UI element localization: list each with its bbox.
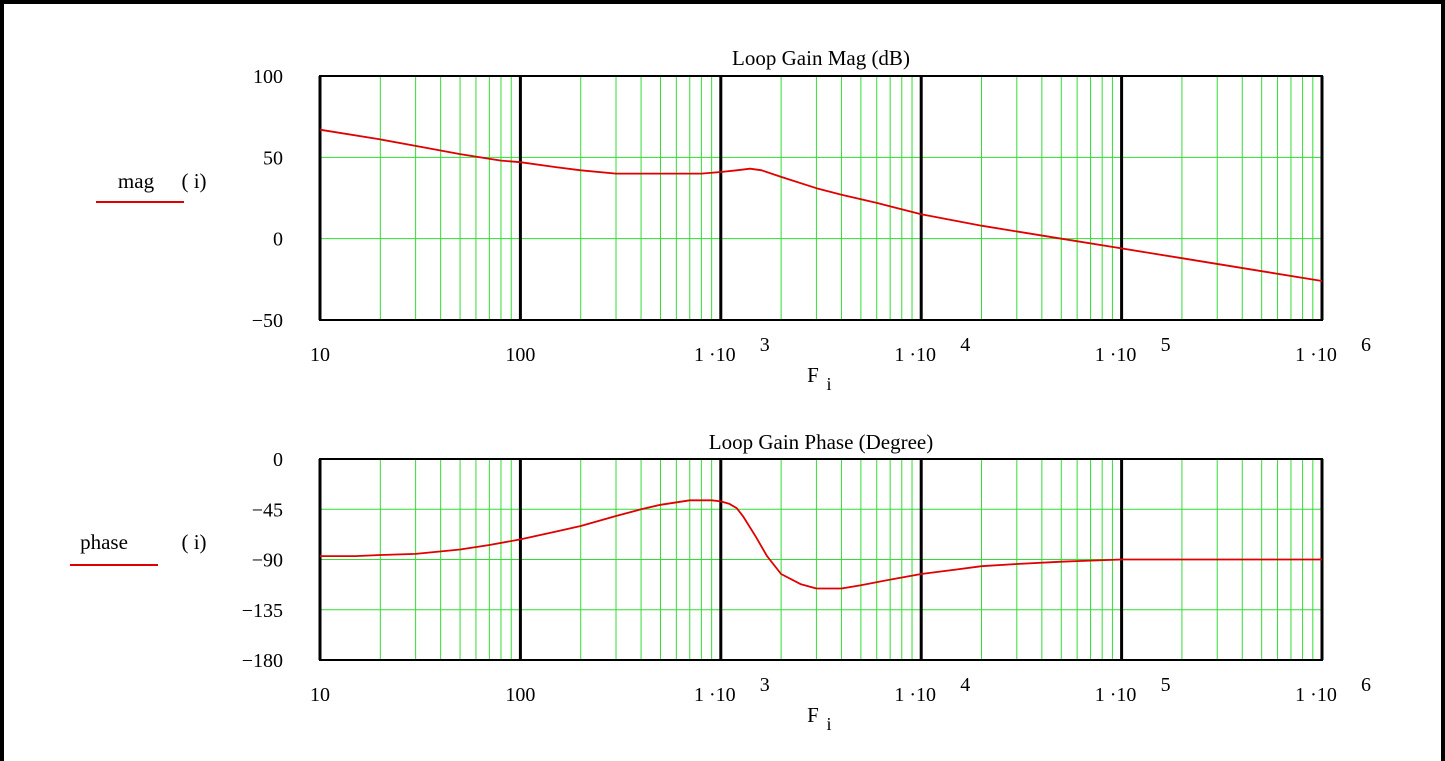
- phase-y-tick-label: 0: [273, 449, 283, 471]
- mag-x-tick-label: 100: [505, 344, 535, 366]
- mag-x-tick-label: 1 ·10: [1095, 344, 1137, 366]
- phase-x-tick-label: 1 ·10: [1295, 684, 1337, 706]
- phase-x-tick-label: 10: [310, 684, 330, 706]
- mag-x-tick-label: 1 ·10: [694, 344, 736, 366]
- mag-y-tick-label: 100: [253, 66, 283, 88]
- mag-x-tick-exponent: 6: [1361, 334, 1371, 356]
- phase-x-tick-label: 1 ·10: [894, 684, 936, 706]
- phase-y-tick-label: −45: [252, 499, 283, 521]
- mag-x-tick-label: 1 ·10: [1295, 344, 1337, 366]
- phase-x-tick-label: 1 ·10: [1095, 684, 1137, 706]
- phase-x-axis-subscript: i: [826, 714, 831, 734]
- mag-plot-frame: [319, 75, 1323, 321]
- phase-x-tick-label: 100: [505, 684, 535, 706]
- mag-y-axis-arg: ( i): [181, 169, 206, 193]
- phase-x-tick-label: 1 ·10: [694, 684, 736, 706]
- phase-x-axis-label: F: [807, 703, 819, 727]
- mag-x-tick-exponent: 3: [760, 334, 770, 356]
- phase-chart-title: Loop Gain Phase (Degree): [709, 430, 934, 454]
- phase-y-tick-label: −180: [242, 650, 283, 672]
- phase-x-tick-exponent: 4: [960, 674, 970, 696]
- phase-x-tick-exponent: 3: [760, 674, 770, 696]
- mag-x-tick-exponent: 4: [960, 334, 970, 356]
- mag-y-axis-label: mag: [118, 169, 155, 193]
- phase-y-tick-label: −90: [252, 550, 283, 572]
- mag-x-tick-label: 1 ·10: [894, 344, 936, 366]
- mag-x-tick-exponent: 5: [1161, 334, 1171, 356]
- mag-y-tick-label: 0: [273, 229, 283, 251]
- phase-y-tick-label: −135: [242, 600, 283, 622]
- phase-y-axis-arg: ( i): [181, 530, 206, 554]
- mag-grid: [320, 76, 1322, 320]
- mag-y-tick-label: −50: [252, 310, 283, 332]
- mag-x-axis-label: F: [807, 363, 819, 387]
- mag-chart-title: Loop Gain Mag (dB): [732, 46, 910, 70]
- mag-series-line: [319, 128, 1323, 282]
- phase-series-line: [320, 499, 1322, 590]
- mag-y-tick-label: 50: [263, 147, 283, 169]
- mag-chart: Loop Gain Mag (dB) 100 50 0 −50 10 100 1 ·10 3 1 …: [96, 46, 1371, 394]
- mag-x-tick-label: 10: [310, 344, 330, 366]
- phase-x-tick-exponent: 5: [1161, 674, 1171, 696]
- phase-y-axis-label: phase: [80, 530, 128, 554]
- phase-chart: Loop Gain Phase (Degree) 0 −45 −90 −135 −180 1…: [70, 430, 1371, 734]
- mag-x-axis-subscript: i: [826, 374, 831, 394]
- phase-x-tick-exponent: 6: [1361, 674, 1371, 696]
